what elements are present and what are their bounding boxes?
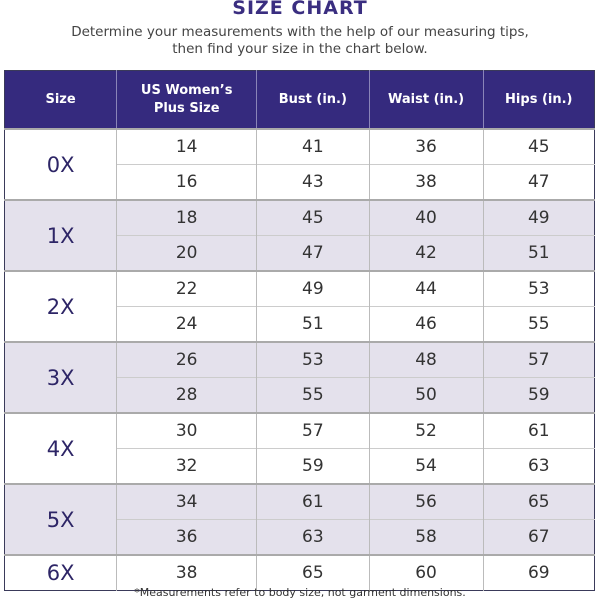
table-cell: 46 <box>368 306 484 342</box>
table-cell: 58 <box>368 519 484 555</box>
table-cell: 38 <box>368 164 484 200</box>
column-header: Hips (in.) <box>482 70 595 129</box>
table-cell: 36 <box>368 128 484 165</box>
table-cell: 22 <box>116 270 257 307</box>
table-row: 5X 34 61 56 65 <box>4 483 595 555</box>
table-row: 6X 38 65 60 69 <box>4 554 595 591</box>
table-cell: 14 <box>116 128 257 165</box>
table-row: 24 51 46 55 <box>5 306 595 342</box>
table-cell: 63 <box>256 519 370 555</box>
table-cell: 55 <box>482 306 595 342</box>
subtitle-line: Determine your measurements with the hel… <box>71 24 529 40</box>
subtitle-line: then find your size in the chart below. <box>172 41 428 57</box>
table-cell: 52 <box>368 412 484 449</box>
column-header: US Women’s Plus Size <box>116 70 257 129</box>
table-cell: 59 <box>256 448 370 484</box>
table-cell: 67 <box>482 519 595 555</box>
table-cell: 63 <box>482 448 595 484</box>
table-cell: 57 <box>482 341 595 378</box>
table-cell: 53 <box>256 341 370 378</box>
table-cell: 60 <box>368 554 484 591</box>
table-cell: 34 <box>116 483 257 520</box>
table-cell: 69 <box>482 554 595 591</box>
size-label: 1X <box>4 199 117 271</box>
table-cell: 45 <box>482 128 595 165</box>
size-label: 0X <box>4 128 117 200</box>
size-label: 4X <box>4 412 117 484</box>
size-chart-table: Size US Women’s Plus Size Bust (in.) Waist … <box>4 70 595 591</box>
table-cell: 45 <box>256 199 370 236</box>
table-cell: 57 <box>256 412 370 449</box>
table-cell: 16 <box>116 164 257 200</box>
table-cell: 65 <box>256 554 370 591</box>
table-cell: 61 <box>256 483 370 520</box>
table-cell: 24 <box>116 306 257 342</box>
column-header: Waist (in.) <box>368 70 484 129</box>
table-cell: 53 <box>482 270 595 307</box>
table-row: 3X 26 53 48 57 <box>4 341 595 413</box>
column-header: Bust (in.) <box>256 70 370 129</box>
table-row: 28 55 50 59 <box>5 377 595 413</box>
table-cell: 56 <box>368 483 484 520</box>
table-cell: 32 <box>116 448 257 484</box>
table-cell: 40 <box>368 199 484 236</box>
table-cell: 47 <box>256 235 370 271</box>
table-row: 1X 18 45 40 49 <box>4 199 595 271</box>
table-cell: 43 <box>256 164 370 200</box>
table-cell: 36 <box>116 519 257 555</box>
table-cell: 51 <box>256 306 370 342</box>
table-cell: 26 <box>116 341 257 378</box>
table-row: 0X 14 41 36 45 <box>4 128 595 200</box>
size-label: 3X <box>4 341 117 413</box>
table-row: 16 43 38 47 <box>5 164 595 200</box>
table-cell: 44 <box>368 270 484 307</box>
size-label: 6X <box>4 554 117 591</box>
table-cell: 18 <box>116 199 257 236</box>
table-cell: 54 <box>368 448 484 484</box>
table-cell: 61 <box>482 412 595 449</box>
table-cell: 59 <box>482 377 595 413</box>
table-row: 36 63 58 67 <box>5 519 595 555</box>
column-header: Size <box>4 70 117 129</box>
size-label: 2X <box>4 270 117 342</box>
table-cell: 28 <box>116 377 257 413</box>
subtitle: Determine your measurements with the hel… <box>0 24 600 58</box>
table-cell: 50 <box>368 377 484 413</box>
table-row: 4X 30 57 52 61 <box>4 412 595 484</box>
table-row: 20 47 42 51 <box>5 235 595 271</box>
table-cell: 30 <box>116 412 257 449</box>
table-cell: 49 <box>256 270 370 307</box>
page-title: SIZE CHART <box>232 0 368 19</box>
footnote: *Measurements refer to body size, not ga… <box>134 586 466 599</box>
table-cell: 65 <box>482 483 595 520</box>
table-cell: 20 <box>116 235 257 271</box>
size-label: 5X <box>4 483 117 555</box>
header-row: Size US Women’s Plus Size Bust (in.) Waist … <box>4 70 595 129</box>
table-cell: 42 <box>368 235 484 271</box>
table-row: 2X 22 49 44 53 <box>4 270 595 342</box>
table-cell: 41 <box>256 128 370 165</box>
table-cell: 55 <box>256 377 370 413</box>
table-cell: 38 <box>116 554 257 591</box>
table-row: 32 59 54 63 <box>5 448 595 484</box>
table-cell: 48 <box>368 341 484 378</box>
table-cell: 47 <box>482 164 595 200</box>
table-cell: 49 <box>482 199 595 236</box>
table-cell: 51 <box>482 235 595 271</box>
